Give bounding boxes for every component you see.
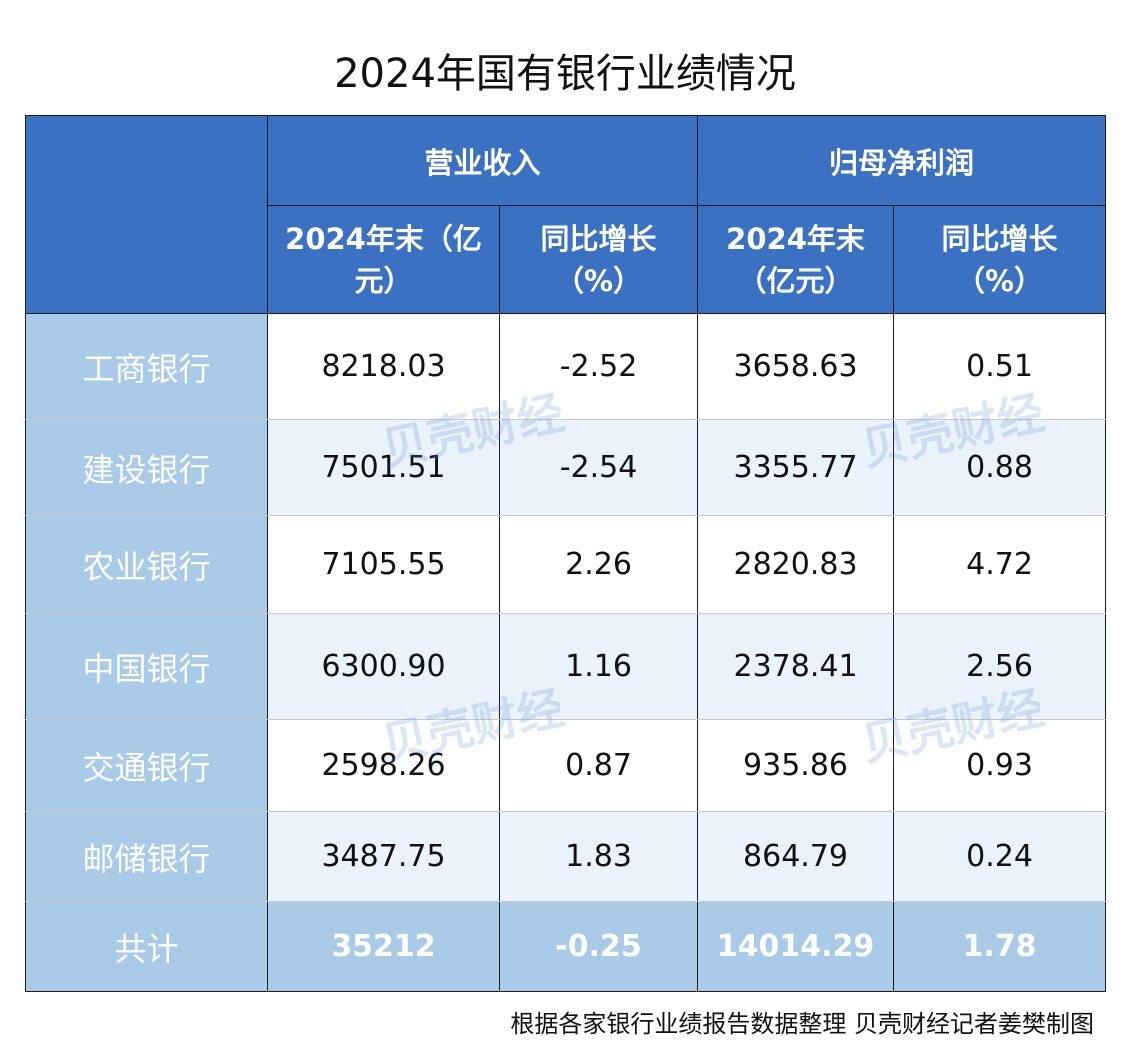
table-row: 交通银行 2598.26 0.87 935.86 0.93 [25,719,1107,812]
table-row: 工商银行 8218.03 -2.52 3658.63 0.51 [25,313,1107,420]
revenue-growth-cell: -2.54 [498,419,699,516]
bank-name-cell: 邮储银行 [25,811,268,902]
page-title: 2024年国有银行业绩情况 [334,51,796,97]
revenue-growth-cell: 0.87 [498,719,699,812]
revenue-growth-cell: 1.83 [498,811,699,902]
profit-growth-cell: 0.24 [893,811,1107,902]
profit-growth-cell: 4.72 [893,515,1107,614]
revenue-growth-cell: 2.26 [498,515,699,614]
profit-amount-header: 2024年末（亿元） [697,205,895,314]
total-revenue: 35212 [267,901,500,992]
source-footnote: 根据各家银行业绩报告数据整理 贝壳财经记者姜樊制图 [510,1010,1094,1038]
table-row: 邮储银行 3487.75 1.83 864.79 0.24 [25,811,1107,902]
net-profit-group-header: 归母净利润 [697,115,1107,206]
profit-cell: 2378.41 [697,613,895,720]
total-label: 共计 [25,901,268,992]
profit-growth-header: 同比增长（%） [893,205,1107,314]
bank-name-cell: 农业银行 [25,515,268,614]
revenue-growth-header: 同比增长（%） [498,205,699,314]
revenue-cell: 8218.03 [267,313,500,420]
corner-header-cell [25,115,268,314]
results-table: 营业收入 归母净利润 2024年末（亿元） 同比增长（%） 2024年末（亿元）… [25,115,1107,992]
profit-cell: 3355.77 [697,419,895,516]
revenue-cell: 7501.51 [267,419,500,516]
revenue-group-header: 营业收入 [266,115,699,206]
total-profit-growth: 1.78 [893,901,1107,992]
profit-growth-cell: 0.93 [893,719,1107,812]
revenue-cell: 3487.75 [267,811,500,902]
profit-cell: 2820.83 [697,515,895,614]
revenue-growth-cell: -2.52 [498,313,699,420]
profit-growth-cell: 2.56 [893,613,1107,720]
profit-cell: 3658.63 [697,313,895,420]
bank-name-cell: 工商银行 [25,313,268,420]
bank-name-cell: 中国银行 [25,613,268,720]
profit-cell: 864.79 [697,811,895,902]
bank-name-cell: 交通银行 [25,719,268,812]
revenue-amount-header: 2024年末（亿元） [267,205,500,314]
total-revenue-growth: -0.25 [498,901,699,992]
profit-cell: 935.86 [697,719,895,812]
table-row: 中国银行 6300.90 1.16 2378.41 2.56 [25,613,1107,720]
table-row: 建设银行 7501.51 -2.54 3355.77 0.88 [25,419,1107,516]
total-row: 共计 35212 -0.25 14014.29 1.78 [25,901,1107,992]
profit-growth-cell: 0.88 [893,419,1107,516]
profit-growth-cell: 0.51 [893,313,1107,420]
revenue-growth-cell: 1.16 [498,613,699,720]
table-row: 农业银行 7105.55 2.26 2820.83 4.72 [25,515,1107,614]
bank-name-cell: 建设银行 [25,419,268,516]
revenue-cell: 7105.55 [267,515,500,614]
revenue-cell: 2598.26 [267,719,500,812]
total-profit: 14014.29 [697,901,895,992]
revenue-cell: 6300.90 [267,613,500,720]
